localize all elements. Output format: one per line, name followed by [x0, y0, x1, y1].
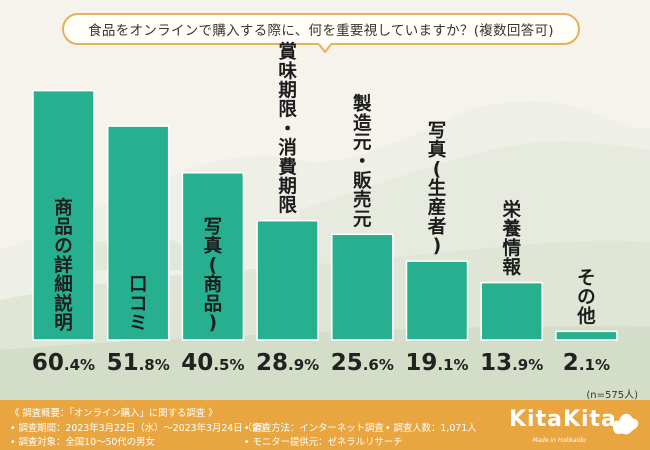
category-label-char: 栄	[501, 199, 521, 221]
value-label-4: 25.6%	[331, 350, 394, 376]
category-label-char: 限	[278, 100, 297, 121]
category-label-char: 報	[502, 257, 521, 279]
bar-6	[480, 281, 543, 341]
category-label-char: 元	[353, 209, 372, 230]
value-label-0: 60.4%	[32, 350, 95, 376]
brand-logo: KitaKita Made in Hokkaido	[509, 407, 617, 444]
category-label-char: 真	[428, 139, 447, 161]
bar-3	[256, 219, 319, 341]
footer-target: • 調査対象：全国10〜50代の男女	[10, 437, 155, 448]
bar-5	[405, 260, 469, 341]
category-label-char: 期	[278, 80, 297, 101]
category-label-char: 口	[129, 275, 148, 296]
value-label-1: 51.8%	[107, 350, 170, 376]
category-label-char: 品	[54, 217, 73, 238]
category-label-char: 味	[278, 61, 297, 82]
category-label-char: 細	[54, 274, 73, 296]
category-label-char: 生	[428, 178, 447, 200]
category-label-char: (	[209, 255, 217, 276]
category-label-char: 元	[353, 132, 372, 153]
footer-overview: 《 調査概要：「オンライン購入」に関する調査 》	[10, 408, 218, 419]
bar-7	[555, 330, 618, 341]
category-label-char: コ	[129, 294, 148, 315]
survey-footer: 《 調査概要：「オンライン購入」に関する調査 》 • 調査期間：2023年3月2…	[0, 400, 650, 450]
bar-2	[181, 172, 245, 341]
footer-provider: • モニター提供元：ゼネラルリサーチ	[244, 437, 403, 448]
value-label-5: 19.1%	[405, 350, 468, 376]
category-label-char: )	[209, 313, 217, 334]
bubble-tail	[318, 43, 332, 53]
category-label-char: 製	[352, 94, 372, 115]
brand-name: KitaKita	[509, 407, 617, 432]
category-label-char: 写	[428, 121, 447, 142]
category-label-char: 産	[428, 197, 447, 219]
value-label-2: 40.5%	[181, 350, 244, 376]
category-label-char: 賞	[278, 41, 297, 63]
category-label-char: 費	[278, 156, 297, 178]
brand-subtitle: Made in Hokkaido	[532, 437, 586, 444]
category-label-char: 写	[204, 217, 223, 238]
value-label-7: 2.1%	[563, 350, 610, 376]
category-label-char: 販	[353, 171, 372, 192]
category-label-2: 写真(商品)	[204, 217, 223, 334]
category-label-char: 造	[353, 112, 372, 134]
category-label-char: ミ	[129, 313, 148, 334]
value-label-6: 13.9%	[480, 350, 543, 376]
category-label-char: )	[433, 236, 441, 257]
category-label-char: 情	[502, 237, 521, 259]
bar-1	[106, 125, 170, 341]
category-label-4: 製造元・販売元	[352, 94, 372, 230]
category-label-char: そ	[577, 268, 596, 289]
question-bubble: 食品をオンラインで購入する際に、何を重要視していますか？(複数回答可)	[62, 13, 580, 45]
category-label-char: の	[54, 236, 73, 257]
category-label-char: 者	[427, 217, 447, 238]
hokkaido-map-icon	[612, 413, 639, 435]
category-label-char: 説	[54, 293, 73, 315]
category-label-char: ・	[278, 119, 297, 140]
category-label-char: 養	[501, 218, 521, 240]
category-label-char: 明	[54, 313, 73, 334]
category-label-char: (	[433, 159, 441, 180]
bar-4	[331, 233, 394, 341]
category-label-7: その他	[576, 268, 596, 327]
category-label-char: 詳	[54, 254, 73, 276]
category-label-char: 消	[278, 137, 297, 159]
category-label-char: 売	[353, 189, 372, 211]
bar-chart: 商品の詳細説明60.4%口コミ51.8%写真(商品)40.5%賞味期限・消費期限…	[32, 41, 618, 376]
category-label-char: 真	[204, 235, 223, 257]
category-label-char: ・	[353, 152, 372, 173]
category-label-5: 写真(生産者)	[427, 121, 447, 257]
category-label-char: の	[577, 287, 596, 308]
bar-0	[32, 89, 95, 341]
footer-count: • 調査人数：1,071人	[385, 423, 477, 434]
sample-size: (n=575人)	[586, 390, 638, 401]
category-label-char: 商	[54, 197, 73, 219]
question-text: 食品をオンラインで購入する際に、何を重要視していますか？(複数回答可)	[88, 23, 554, 39]
value-label-3: 28.9%	[256, 350, 319, 376]
footer-period: • 調査期間：2023年3月22日（水）〜2023年3月24日（金）	[10, 423, 271, 434]
footer-method: • 調査方法：インターネット調査	[244, 423, 384, 434]
category-label-char: 品	[204, 294, 223, 315]
category-label-char: 商	[204, 274, 223, 296]
category-label-1: 口コミ	[129, 275, 148, 334]
category-label-char: 他	[576, 305, 596, 327]
category-label-char: 限	[278, 196, 297, 217]
category-label-char: 期	[278, 176, 297, 197]
